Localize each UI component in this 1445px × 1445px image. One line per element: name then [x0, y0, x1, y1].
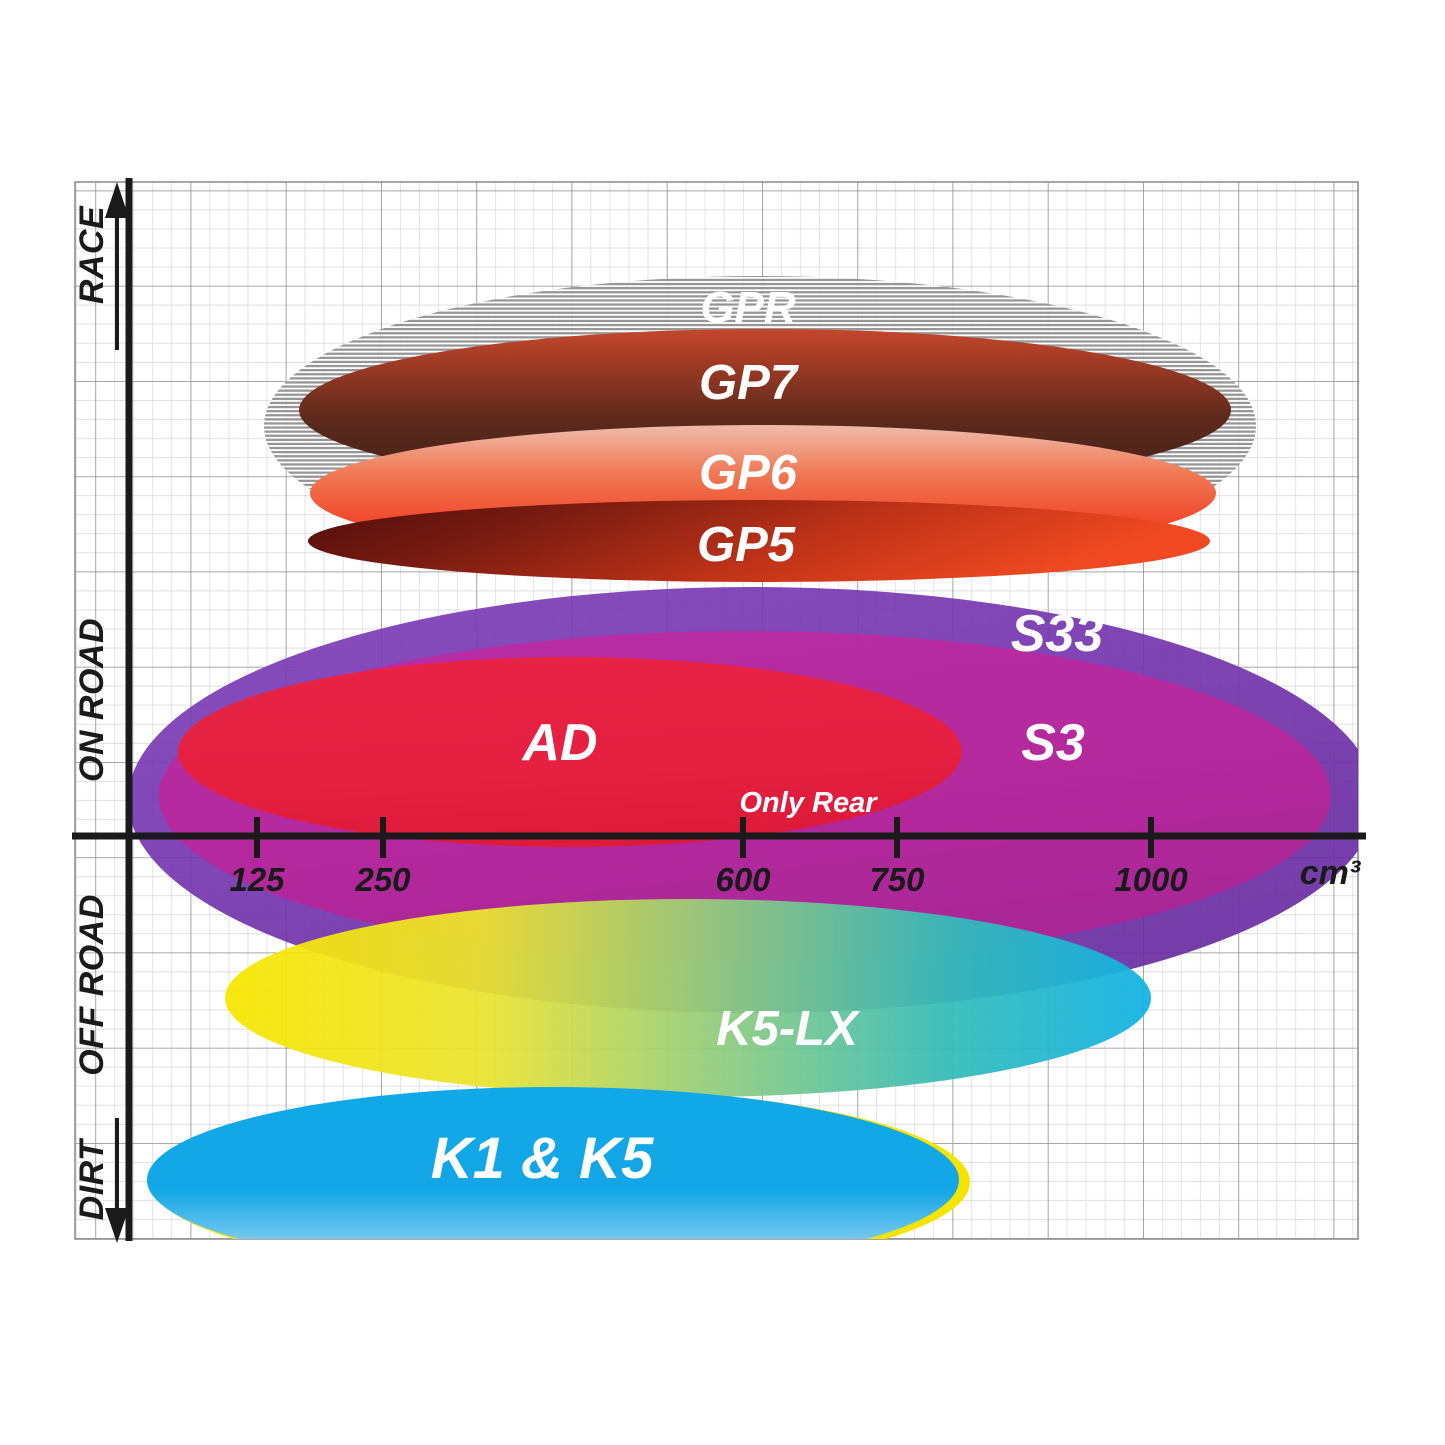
dirt-down-arrow-icon	[105, 1118, 129, 1243]
series-label-ad: AD	[520, 714, 597, 772]
series-label-k5lx: K5-LX	[716, 1002, 861, 1056]
x-axis-ticks	[254, 817, 1154, 858]
xtick-label-125: 125	[229, 861, 285, 898]
series-label-gp6: GP6	[699, 446, 798, 500]
y-category-label-off-road: OFF ROAD	[73, 894, 111, 1076]
series-label-gp5: GP5	[697, 518, 796, 572]
series-label-s3: S3	[1021, 714, 1085, 772]
race-up-arrow-icon	[105, 182, 129, 350]
x-axis-tick-labels: 125 250 600 750 1000 cm³	[229, 854, 1361, 898]
y-category-label-race: RACE	[73, 205, 111, 304]
series-ellipse-ad	[178, 657, 962, 847]
xtick-label-750: 750	[869, 861, 925, 898]
series-label-gp7: GP7	[699, 356, 800, 410]
y-category-label-dirt: DIRT	[73, 1137, 111, 1220]
series-labels: GPR GP7 GP6 GP5 S33 S3 AD Only Rear K5-L…	[431, 283, 1104, 1191]
xtick-label-600: 600	[715, 861, 771, 898]
series-label-k1-k5: K1 & K5	[431, 1126, 654, 1191]
series-ellipse-k1k5	[147, 1087, 970, 1239]
series-ellipse-k5lx	[225, 899, 1151, 1097]
series-label-s33: S33	[1011, 605, 1104, 663]
annotation-only-rear: Only Rear	[740, 787, 879, 819]
xtick-label-250: 250	[354, 861, 411, 898]
series-ellipse-gp5	[308, 500, 1210, 582]
x-axis-unit-label: cm³	[1300, 854, 1362, 892]
xtick-label-1000: 1000	[1114, 861, 1188, 898]
series-label-gpr: GPR	[700, 283, 796, 332]
y-category-label-on-road: ON ROAD	[73, 618, 111, 782]
y-axis-category-labels: RACE ON ROAD OFF ROAD DIRT	[73, 182, 129, 1243]
